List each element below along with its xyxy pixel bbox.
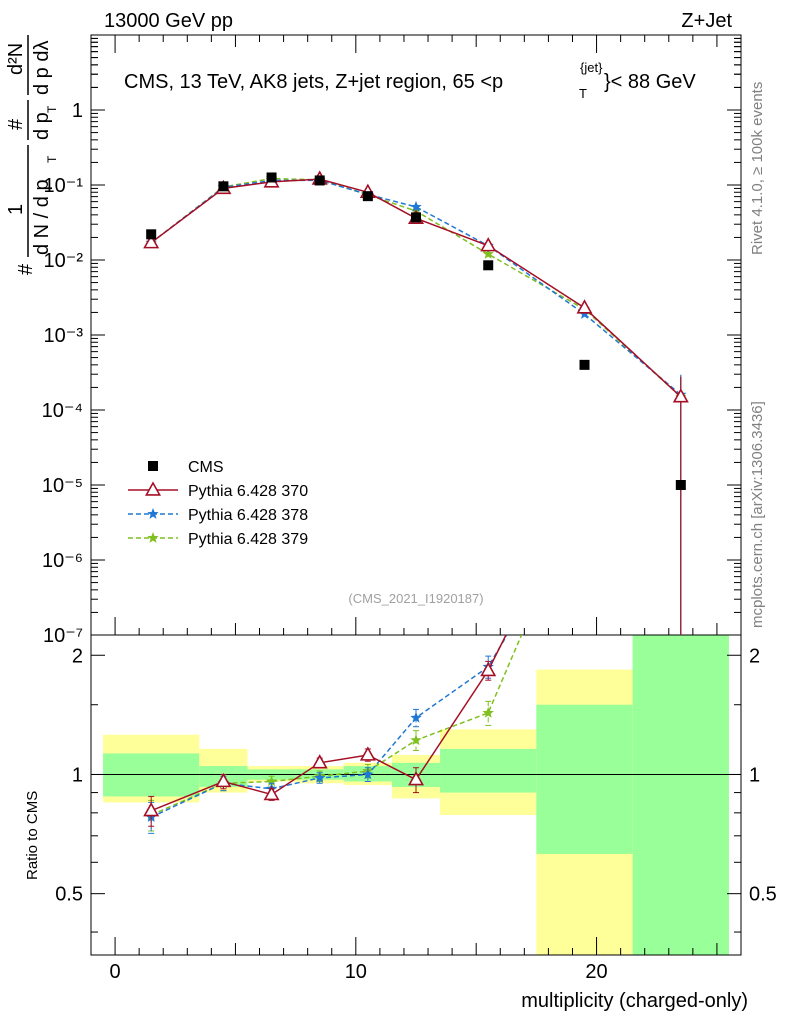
ratio-y-tick-label-left: 0.5 bbox=[55, 884, 83, 906]
top-point-pythia-378 bbox=[410, 200, 422, 212]
top-y-tick-label: 10⁻² bbox=[44, 250, 84, 272]
ylabel-dlambda: d p dλ bbox=[31, 41, 53, 95]
top-series-line bbox=[150, 179, 682, 396]
top-point-pythia-370 bbox=[143, 234, 160, 249]
ylabel-T2: T bbox=[45, 105, 59, 113]
top-point-cms bbox=[218, 181, 229, 192]
ratio-point-pythia-370 bbox=[407, 771, 425, 786]
ratio-point-pythia-378 bbox=[362, 768, 374, 780]
top-series-line bbox=[150, 177, 682, 398]
legend-label: Pythia 6.428 370 bbox=[188, 483, 308, 500]
analysis-watermark: (CMS_2021_I1920187) bbox=[348, 591, 483, 606]
ratio-panel-frame bbox=[90, 634, 742, 956]
ratio-point-pythia-370 bbox=[215, 772, 232, 788]
ratio-point-pythia-370 bbox=[359, 746, 376, 761]
top-point-cms bbox=[314, 175, 325, 186]
ylabel-dN: d N / d p bbox=[31, 179, 53, 255]
legend-marker-pythia-378 bbox=[147, 508, 159, 519]
ratio-band-green bbox=[632, 635, 729, 955]
ratio-y-tick-label-left: 2 bbox=[72, 645, 83, 667]
top-panel-series bbox=[143, 170, 689, 635]
legend-label: CMS bbox=[188, 459, 224, 476]
ratio-point-pythia-378 bbox=[410, 711, 422, 723]
ylabel-d2N: d²N bbox=[5, 43, 27, 75]
top-point-pythia-379 bbox=[482, 248, 494, 259]
top-y-tick-label: 10⁻⁷ bbox=[43, 625, 83, 647]
x-tick-label: 10 bbox=[345, 961, 367, 983]
top-point-cms bbox=[362, 191, 373, 202]
legend-label: Pythia 6.428 378 bbox=[188, 507, 308, 524]
ratio-band-green bbox=[536, 704, 633, 854]
legend-marker-pythia-379 bbox=[147, 532, 159, 543]
x-tick-label: 0 bbox=[110, 961, 121, 983]
top-point-pythia-370 bbox=[480, 237, 497, 252]
top-y-tick-label: 10⁻⁶ bbox=[42, 550, 83, 572]
top-point-pythia-370 bbox=[576, 299, 593, 314]
ratio-y-tick-label-left: 1 bbox=[72, 764, 83, 786]
ylabel-hash2: # bbox=[5, 118, 27, 130]
main-title-suffix: }< 88 GeV bbox=[604, 71, 696, 93]
ratio-panel-series bbox=[143, 635, 523, 834]
side-label-mcplots: mcplots.cern.ch [arXiv:1306.3436] bbox=[749, 401, 766, 628]
top-y-tick-label: 10⁻⁴ bbox=[42, 400, 83, 422]
top-y-tick-label: 10⁻³ bbox=[44, 325, 84, 347]
legend-marker-pythia-370 bbox=[144, 481, 162, 496]
ylabel-one: 1 bbox=[5, 204, 27, 215]
header-left: 13000 GeV pp bbox=[104, 10, 233, 32]
legend-label: Pythia 6.428 379 bbox=[188, 531, 308, 548]
top-point-cms bbox=[266, 172, 277, 183]
ylabel-dpT: d p bbox=[31, 112, 53, 140]
top-point-pythia-370 bbox=[672, 388, 689, 403]
ratio-point-pythia-378 bbox=[314, 771, 326, 783]
legend: CMS Pythia 6.428 370 Pythia 6.428 378 Pythi… bbox=[128, 459, 308, 548]
main-title-sup: {jet} bbox=[580, 60, 603, 75]
x-axis-label: multiplicity (charged-only) bbox=[521, 990, 748, 1012]
header-right: Z+Jet bbox=[681, 10, 732, 32]
ratio-uncertainty-bands bbox=[91, 635, 741, 955]
top-y-tick-label: 10⁻¹ bbox=[44, 175, 84, 197]
ratio-point-pythia-379 bbox=[410, 734, 422, 746]
ratio-ylabel: Ratio to CMS bbox=[24, 791, 41, 880]
top-point-cms bbox=[675, 480, 686, 490]
ratio-point-pythia-379 bbox=[265, 775, 278, 787]
top-point-cms bbox=[483, 260, 494, 271]
ratio-y-tick-label-right: 1 bbox=[749, 764, 760, 786]
side-label-rivet: Rivet 4.1.0, ≥ 100k events bbox=[749, 82, 766, 255]
ratio-point-pythia-370 bbox=[311, 754, 328, 769]
main-title: CMS, 13 TeV, AK8 jets, Z+jet region, 65 … bbox=[124, 71, 503, 93]
ratio-point-pythia-370 bbox=[143, 802, 160, 817]
ratio-y-tick-label-right: 0.5 bbox=[749, 884, 777, 906]
ratio-band-green bbox=[440, 748, 537, 793]
ylabel-T: T bbox=[45, 155, 59, 163]
top-ylabel: # 1 d N / d p T # d p T d²N d p dλ bbox=[5, 35, 59, 275]
top-y-tick-label: 1 bbox=[72, 100, 83, 122]
ratio-y-tick-label-right: 2 bbox=[749, 645, 760, 667]
ylabel-hash: # bbox=[15, 263, 37, 275]
ratio-point-pythia-370 bbox=[263, 785, 280, 801]
axis-ticks: 10⁻⁷10⁻⁶10⁻⁵10⁻⁴10⁻³10⁻²10⁻¹10.5 0.51 12 20… bbox=[42, 35, 777, 983]
x-tick-label: 20 bbox=[585, 961, 607, 983]
ratio-point-pythia-370 bbox=[480, 661, 497, 677]
legend-marker-cms bbox=[148, 461, 158, 471]
ratio-point-pythia-379 bbox=[482, 706, 494, 718]
top-point-cms bbox=[411, 212, 421, 223]
top-point-cms bbox=[579, 359, 590, 370]
main-title-sub: T bbox=[579, 86, 587, 101]
top-point-cms bbox=[146, 229, 157, 240]
top-y-tick-label: 10⁻⁵ bbox=[42, 475, 83, 497]
main-title-prefix: CMS, 13 TeV, AK8 jets, Z+jet region, 65 … bbox=[124, 71, 503, 93]
